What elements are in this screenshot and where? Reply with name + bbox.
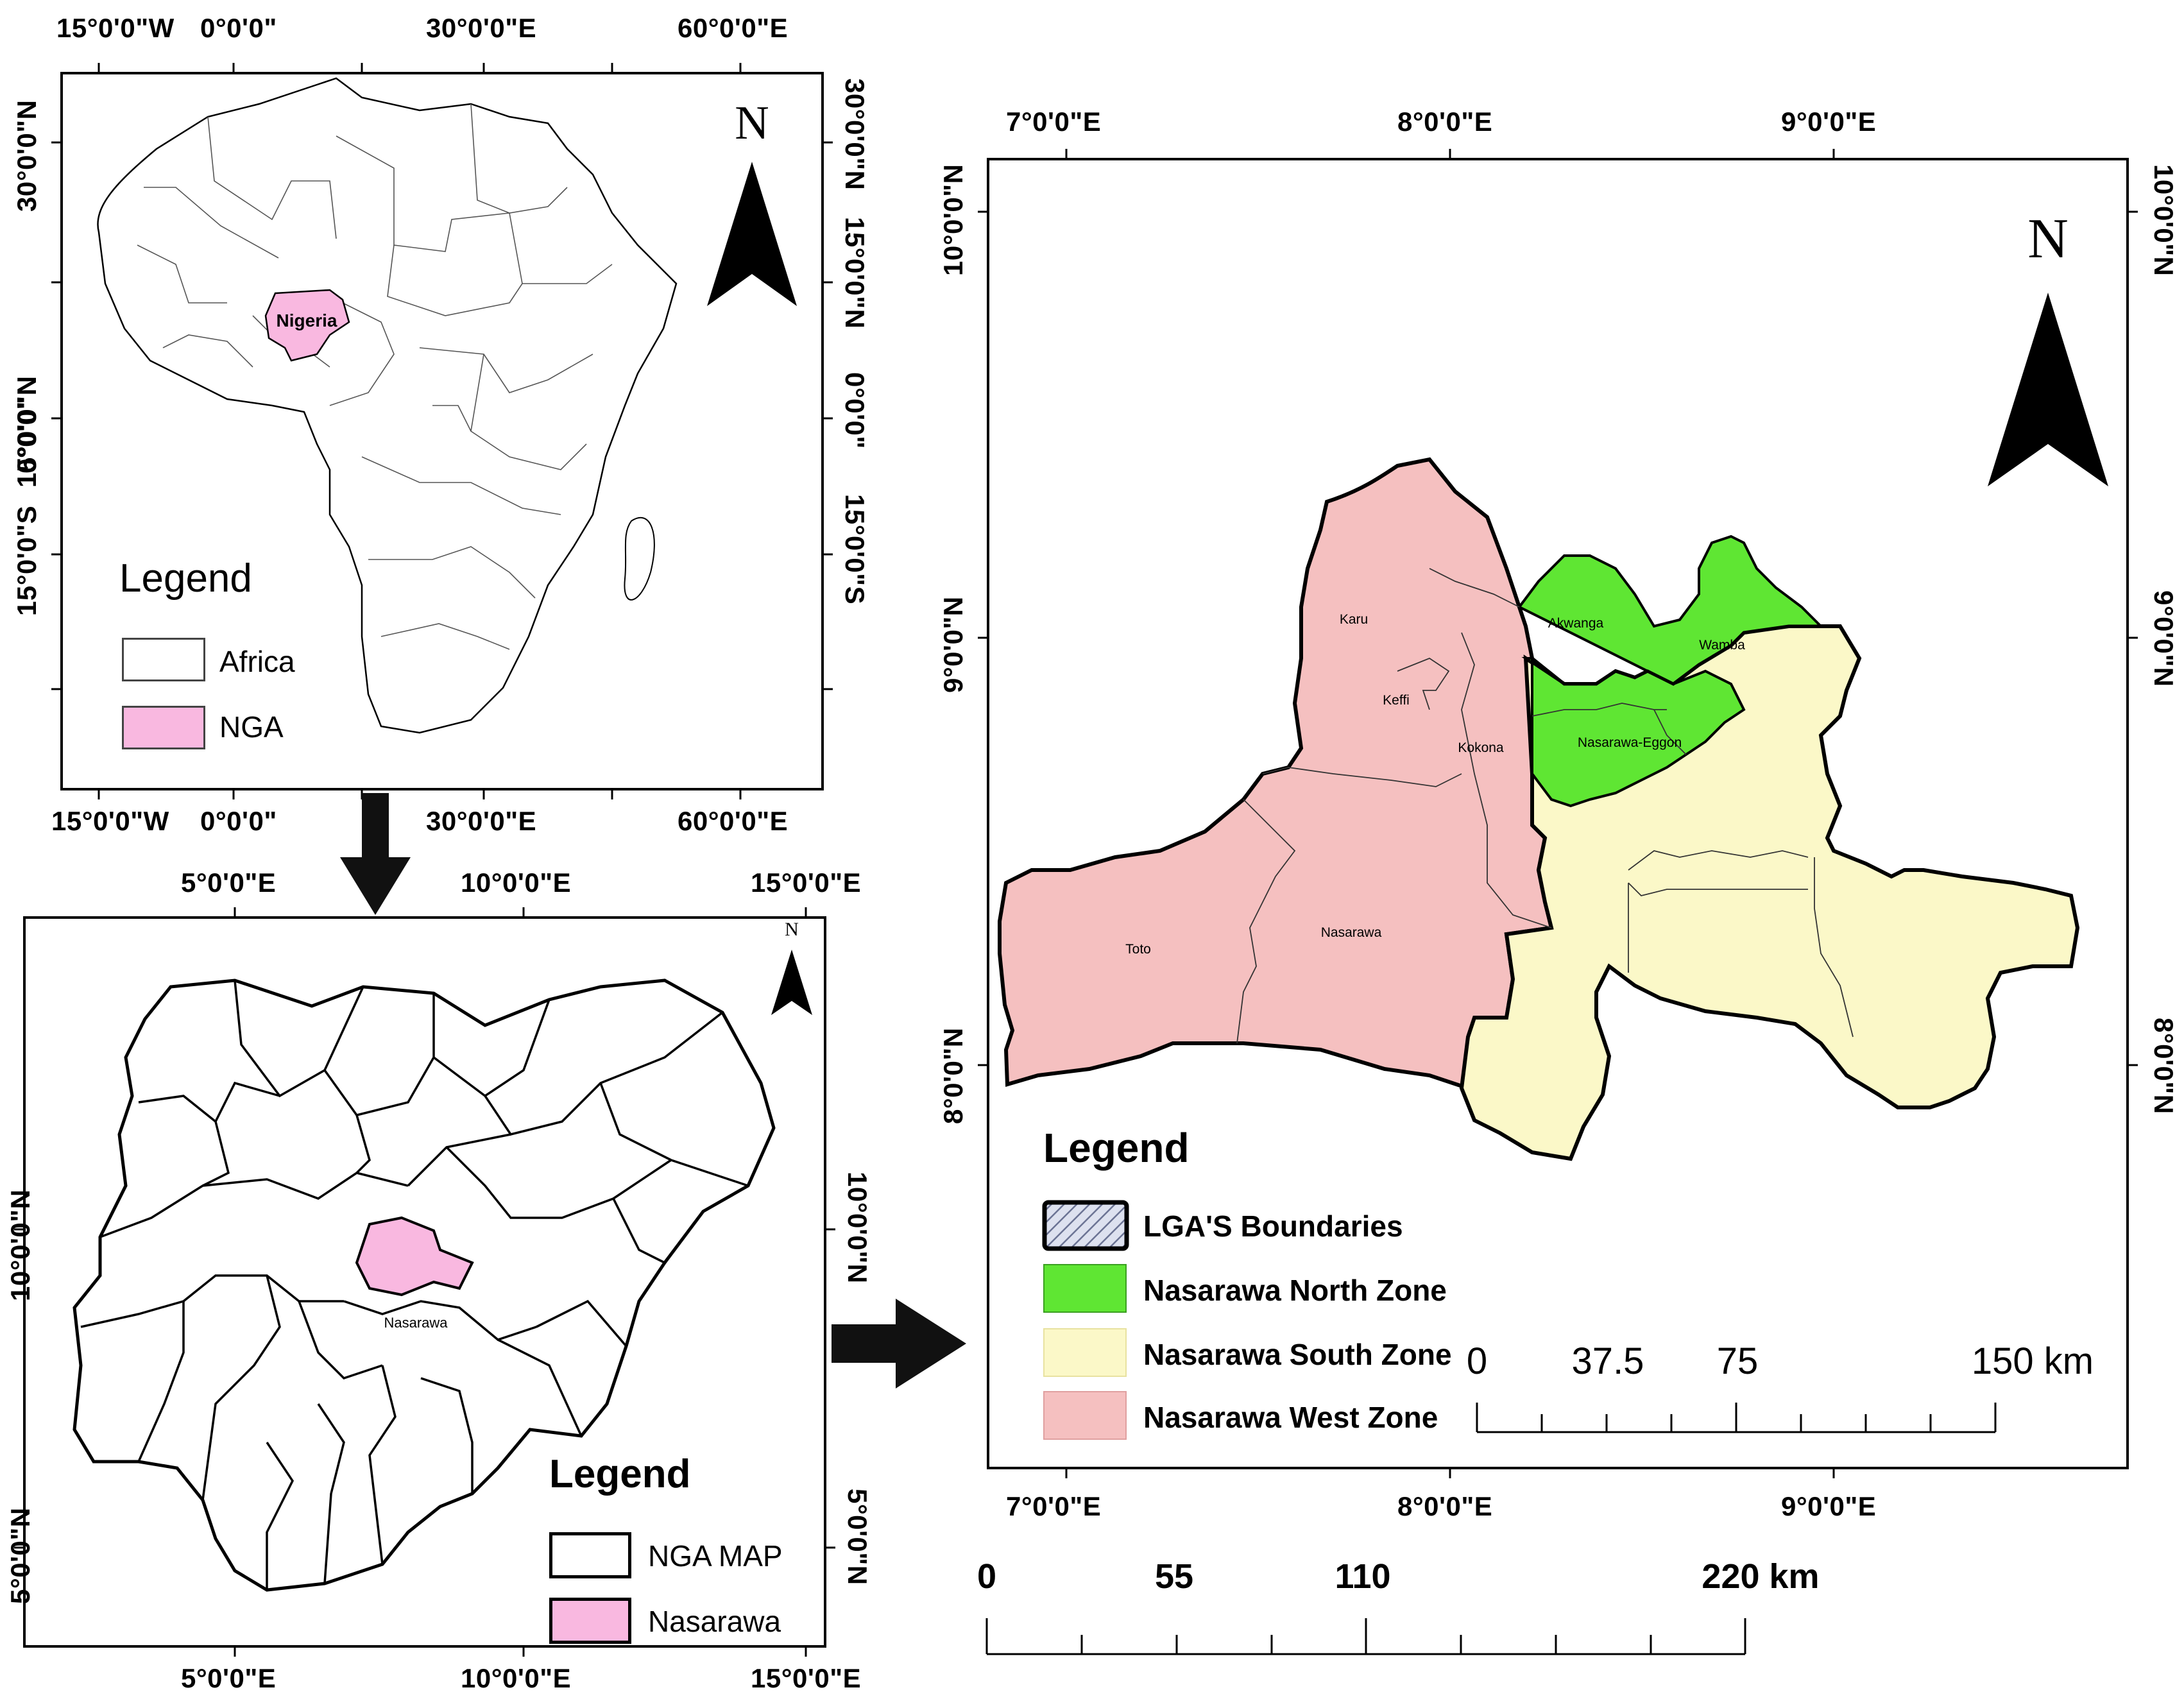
africa-nigeria-label: Nigeria <box>276 311 337 330</box>
outer-scale-label-2: 110 <box>1335 1557 1391 1596</box>
nigeria-legend-label-nga-map: NGA MAP <box>648 1539 783 1573</box>
africa-legend-swatch-africa <box>122 638 205 681</box>
lga-label-nasarawa: Nasarawa <box>1320 925 1382 940</box>
inner-scale-label-2: 75 <box>1716 1340 1759 1382</box>
africa-bottom-coord-1: 15°0'0"W <box>51 806 169 836</box>
nasarawa-bottom-coord-3: 9°0'0"E <box>1781 1491 1877 1521</box>
nigeria-bottom-coord-1: 5°0'0"E <box>181 1663 277 1693</box>
nigeria-right-coord-1: 10°0'0"N <box>842 1172 873 1284</box>
nasarawa-right-coord-2: 9°0'0"N <box>2149 590 2179 687</box>
nigeria-bottom-coord-3: 15°0'0"E <box>751 1663 862 1693</box>
nigeria-nasarawa-label: Nasarawa <box>384 1315 448 1331</box>
nigeria-left-coord-2: 5°0'0"N <box>5 1507 35 1604</box>
nasarawa-top-coord-3: 9°0'0"E <box>1781 107 1877 137</box>
inner-scale-bar <box>1476 1403 1997 1433</box>
nasarawa-legend-swatch-west <box>1043 1391 1127 1440</box>
africa-legend-swatch-nga <box>122 706 205 749</box>
nasarawa-legend-swatch-north <box>1043 1264 1127 1313</box>
africa-legend-label-africa: Africa <box>219 645 295 678</box>
africa-top-coord-4: 60°0'0"E <box>678 13 789 43</box>
nasarawa-left-coord-3: 8°0'0"N <box>938 1027 968 1124</box>
africa-right-coord-3: 0°0'0" <box>840 372 870 449</box>
lga-label-toto: Toto <box>1125 942 1151 957</box>
outer-scale-label-1: 55 <box>1154 1557 1194 1596</box>
nasarawa-legend-label-north: Nasarawa North Zone <box>1143 1274 1447 1307</box>
lga-label-akwanga: Akwanga <box>1548 616 1604 631</box>
nasarawa-bottom-coord-2: 8°0'0"E <box>1397 1491 1493 1521</box>
nigeria-legend-swatch-nga-map <box>549 1532 631 1578</box>
africa-legend-title: Legend <box>119 556 252 601</box>
inner-scale-label-3: 150 km <box>1971 1340 2094 1382</box>
nasarawa-bottom-coord-1: 7°0'0"E <box>1006 1491 1102 1521</box>
africa-map-graphic <box>51 63 833 799</box>
africa-north-arrow <box>707 162 797 306</box>
west-zone <box>998 457 1554 1104</box>
nigeria-north-label: N <box>785 919 799 940</box>
lga-label-kokona: Kokona <box>1458 740 1504 755</box>
africa-bottom-coord-3: 30°0'0"E <box>426 806 537 836</box>
nigeria-top-coord-3: 15°0'0"E <box>751 867 862 898</box>
nigeria-right-coord-2: 5°0'0"N <box>842 1489 873 1585</box>
africa-top-coord-1: 15°0'0"W <box>56 13 175 43</box>
nasarawa-north-label: N <box>2027 208 2069 270</box>
africa-right-coord-1: 30°0'0"N <box>840 78 870 191</box>
lga-label-nasarawa-eggon: Nasarawa-Eggon <box>1577 735 1682 750</box>
nasarawa-legend-label-west: Nasarawa West Zone <box>1143 1401 1438 1434</box>
nigeria-north-arrow <box>771 950 812 1015</box>
africa-bottom-coord-2: 0°0'0" <box>200 806 277 836</box>
lga-label-wamba: Wamba <box>1699 638 1745 653</box>
nasarawa-legend-label-south: Nasarawa South Zone <box>1143 1338 1452 1371</box>
inner-scale-label-1: 37.5 <box>1571 1340 1644 1382</box>
nigeria-top-coord-1: 5°0'0"E <box>181 867 277 898</box>
nasarawa-top-coord-1: 7°0'0"E <box>1006 107 1102 137</box>
nigeria-highlight <box>264 289 350 362</box>
nasarawa-map-graphic <box>978 149 2138 1478</box>
nigeria-legend-swatch-nasarawa <box>549 1598 631 1644</box>
nasarawa-left-coord-1: 10°0'0"N <box>938 164 968 276</box>
nasarawa-right-coord-3: 8°0'0"N <box>2149 1018 2179 1114</box>
nasarawa-left-coord-2: 9°0'0"N <box>938 596 968 693</box>
nigeria-legend-title: Legend <box>549 1452 691 1496</box>
lga-label-keffi: Keffi <box>1383 693 1410 708</box>
africa-bottom-coord-4: 60°0'0"E <box>678 806 789 836</box>
outer-scale-bar <box>985 1618 1746 1655</box>
nigeria-left-coord-1: 10°0'0"N <box>5 1189 35 1301</box>
africa-top-coord-3: 30°0'0"E <box>426 13 537 43</box>
nasarawa-legend-swatch-south <box>1043 1328 1127 1377</box>
africa-left-coord-3: 0°0'0" <box>12 397 42 474</box>
africa-right-coord-4: 15°0'0"S <box>840 494 870 605</box>
nasarawa-highlight <box>355 1216 474 1297</box>
nasarawa-north-arrow <box>1988 293 2108 486</box>
africa-top-coord-2: 0°0'0" <box>200 13 277 43</box>
africa-north-label: N <box>735 97 769 149</box>
arrow-down-icon <box>340 793 411 915</box>
arrow-right-icon <box>832 1299 966 1388</box>
nasarawa-legend-title: Legend <box>1043 1125 1190 1171</box>
africa-legend-label-nga: NGA <box>219 710 284 744</box>
nasarawa-top-coord-2: 8°0'0"E <box>1397 107 1493 137</box>
africa-left-coord-4: 15°0'0"S <box>12 505 42 616</box>
nasarawa-right-coord-1: 10°0'0"N <box>2149 164 2179 277</box>
nigeria-top-coord-2: 10°0'0"E <box>461 867 572 898</box>
nigeria-legend-label-nasarawa: Nasarawa <box>648 1605 781 1638</box>
africa-continent-outline <box>97 77 678 734</box>
nigeria-bottom-coord-2: 10°0'0"E <box>461 1663 572 1693</box>
nasarawa-legend-label-lga: LGA'S Boundaries <box>1143 1209 1403 1243</box>
nigeria-map-graphic <box>14 907 835 1657</box>
africa-left-coord-1: 30°0'0"N <box>12 99 42 212</box>
nasarawa-legend-swatch-lga <box>1042 1200 1129 1251</box>
africa-right-coord-2: 15°0'0"N <box>840 217 870 329</box>
inner-scale-label-0: 0 <box>1466 1340 1488 1382</box>
outer-scale-label-0: 0 <box>977 1557 997 1596</box>
outer-scale-label-3: 220 km <box>1702 1557 1820 1596</box>
lga-label-karu: Karu <box>1339 612 1369 627</box>
